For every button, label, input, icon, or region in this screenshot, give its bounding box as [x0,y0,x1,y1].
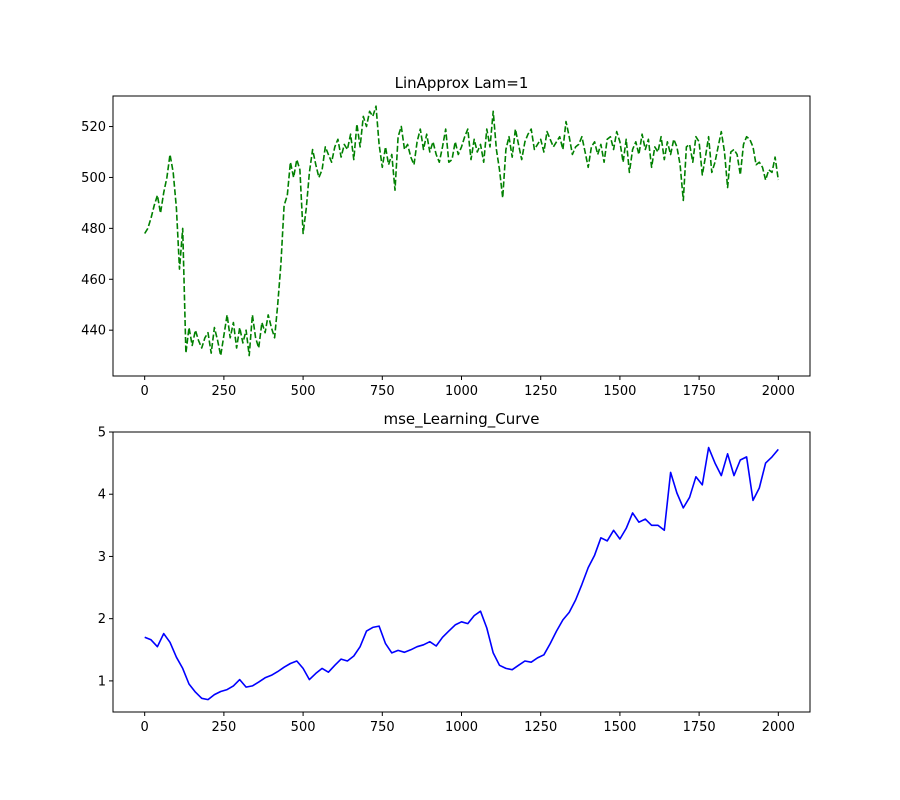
x-tick-label: 750 [370,384,395,399]
y-tick-label: 500 [81,171,106,186]
x-tick-label: 1500 [603,720,636,735]
y-tick-label: 440 [81,324,106,339]
x-tick-label: 0 [141,384,149,399]
series-line-0 [144,105,780,357]
chart-linapprox: LinApprox Lam=1 0 250 500 750 1000 1250 1500 17… [81,74,811,399]
x-tick-label: 500 [291,384,316,399]
x-tick-label: 1750 [683,384,716,399]
y-tick-label: 460 [81,273,106,288]
plot-frame [112,95,811,377]
x-tick-label: 1250 [524,720,557,735]
x-tick-label: 250 [211,720,236,735]
chart-mse-learning-curve: mse_Learning_Curve 0 250 500 750 1000 1250 150… [98,410,811,735]
x-tick-label: 1750 [683,720,716,735]
x-tick-label: 1250 [524,384,557,399]
x-tick-label: 1000 [445,720,478,735]
y-tick-label: 4 [98,488,106,503]
y-tick-label: 520 [81,120,106,135]
y-tick-label: 5 [98,426,106,441]
x-tick-label: 1000 [445,384,478,399]
x-tick-label: 2000 [762,384,795,399]
y-tick-label: 480 [81,222,106,237]
x-tick-label: 250 [211,384,236,399]
x-tick-label: 500 [291,720,316,735]
x-tick-label: 0 [141,720,149,735]
y-tick-label: 3 [98,550,106,565]
y-tick-label: 2 [98,612,106,627]
series-line-0 [144,446,779,701]
chart-title: mse_Learning_Curve [383,410,539,429]
x-tick-label: 1500 [603,384,636,399]
plot-frame [112,431,811,713]
x-tick-label: 750 [370,720,395,735]
y-tick-label: 1 [98,674,106,689]
x-tick-label: 2000 [762,720,795,735]
chart-title: LinApprox Lam=1 [395,74,529,92]
